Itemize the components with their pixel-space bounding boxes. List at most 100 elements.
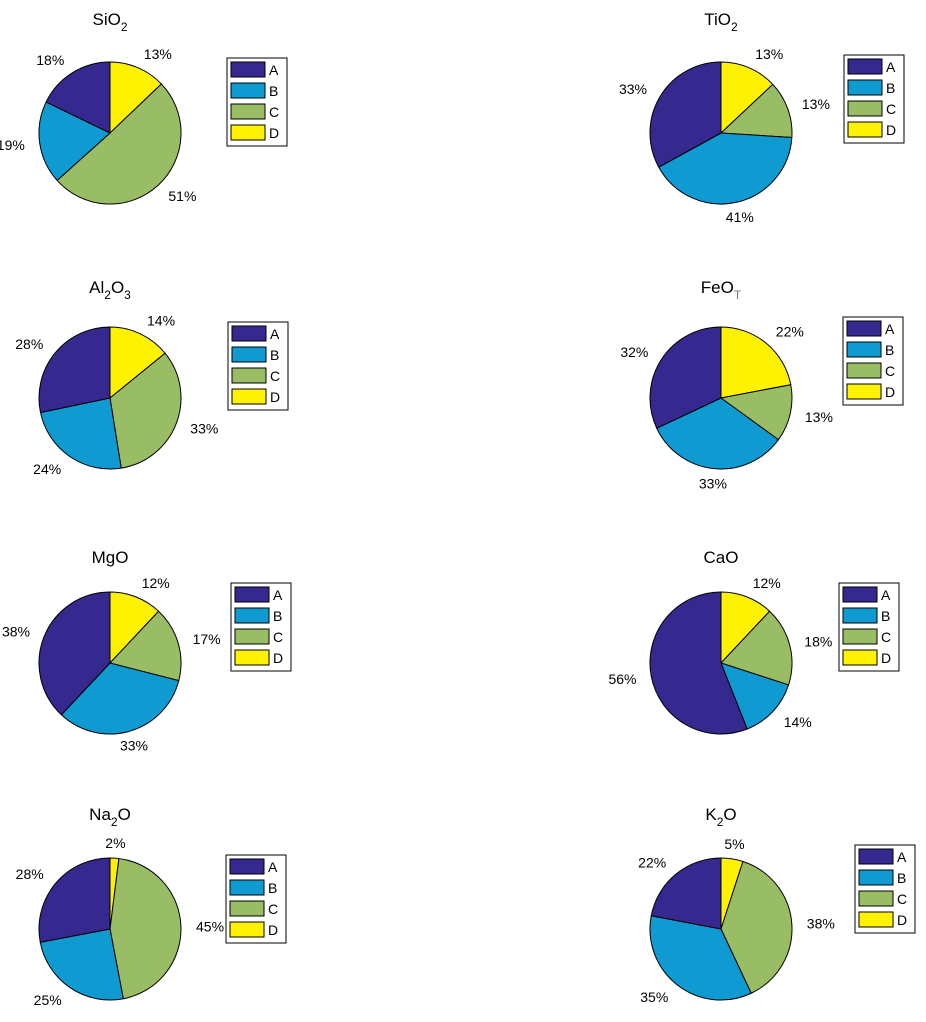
percent-label-d: 12% bbox=[142, 575, 170, 591]
legend-label-a: A bbox=[886, 59, 896, 75]
legend-swatch-b bbox=[842, 607, 878, 624]
legend-swatch-b bbox=[229, 879, 265, 896]
percent-label-b: 14% bbox=[784, 714, 812, 730]
percent-label-b: 33% bbox=[120, 738, 148, 754]
legend-swatch-c bbox=[842, 628, 878, 645]
legend-label-b: B bbox=[881, 608, 890, 624]
percent-label-b: 41% bbox=[726, 209, 754, 225]
percent-label-a: 22% bbox=[638, 855, 666, 871]
chart-title: Al2O3 bbox=[89, 278, 131, 302]
pie-slice-c bbox=[109, 352, 182, 469]
legend-label-d: D bbox=[881, 650, 891, 666]
legend-label-b: B bbox=[269, 83, 278, 99]
legend-label-c: C bbox=[897, 891, 907, 907]
pie-slice-a bbox=[649, 326, 722, 429]
legend-swatch-d bbox=[858, 911, 894, 928]
legend-swatch-a bbox=[846, 320, 882, 337]
legend-swatch-d bbox=[229, 921, 265, 938]
legend-swatch-a bbox=[842, 586, 878, 603]
legend-label-c: C bbox=[886, 101, 896, 117]
legend-label-c: C bbox=[273, 629, 283, 645]
percent-label-c: 33% bbox=[190, 421, 218, 437]
pie-slices bbox=[38, 857, 182, 1001]
percent-label-a: 56% bbox=[608, 671, 636, 687]
legend-swatch-d bbox=[842, 649, 878, 666]
pie-slice-d bbox=[109, 326, 166, 400]
legend-label-a: A bbox=[273, 587, 283, 603]
legend-swatch-c bbox=[858, 890, 894, 907]
pie-slice-a bbox=[650, 857, 722, 930]
legend-label-b: B bbox=[897, 870, 906, 886]
percent-label-a: 32% bbox=[620, 344, 648, 360]
pie-slice-b bbox=[720, 662, 790, 730]
percent-label-b: 33% bbox=[699, 476, 727, 492]
percent-label-d: 12% bbox=[753, 575, 781, 591]
legend-swatch-d bbox=[230, 124, 266, 141]
chart-title: TiO2 bbox=[704, 10, 738, 34]
percent-label-b: 19% bbox=[0, 137, 25, 153]
chart-title: K2O bbox=[705, 805, 736, 829]
percent-label-c: 51% bbox=[168, 188, 196, 204]
legend-label-a: A bbox=[270, 326, 280, 342]
percent-label-c: 17% bbox=[193, 631, 221, 647]
pie-slice-d bbox=[109, 61, 163, 135]
pie-slice-b bbox=[39, 928, 124, 1001]
percent-label-a: 28% bbox=[15, 336, 43, 352]
pie-labels: 12% 18% 14% 56% bbox=[608, 575, 832, 730]
pie-slice-a bbox=[45, 61, 111, 134]
pie-labels: 14% 33% 24% 28% bbox=[15, 312, 218, 477]
percent-label-c: 18% bbox=[804, 634, 832, 650]
pie-slice-b bbox=[656, 397, 780, 470]
pie-slice-b bbox=[658, 132, 793, 205]
percent-label-c: 38% bbox=[807, 916, 835, 932]
chart-title: MgO bbox=[92, 548, 129, 567]
pie-slice-c bbox=[720, 860, 793, 994]
legend-swatch-c bbox=[846, 362, 882, 379]
pie-slice-c bbox=[109, 610, 182, 682]
legend-swatch-a bbox=[229, 858, 265, 875]
pie-slice-d bbox=[720, 326, 792, 399]
legend-label-a: A bbox=[885, 321, 895, 337]
pie-labels: 5% 38% 35% 22% bbox=[638, 836, 835, 1005]
legend-swatch-b bbox=[231, 346, 267, 363]
pie-slice-c bbox=[720, 610, 793, 686]
pie-slice-a bbox=[649, 61, 722, 168]
legend-label-d: D bbox=[885, 384, 895, 400]
legend-swatch-b bbox=[846, 341, 882, 358]
pie-labels: 2% 45% 25% 28% bbox=[16, 835, 224, 1008]
pie-slice-c bbox=[719, 83, 793, 138]
legend-label-a: A bbox=[268, 859, 278, 875]
legend-swatch-c bbox=[234, 628, 270, 645]
percent-label-b: 24% bbox=[33, 461, 61, 477]
pie-labels: 22% 13% 33% 32% bbox=[620, 324, 833, 492]
percent-label-d: 5% bbox=[724, 836, 744, 852]
chart-title: Na2O bbox=[89, 805, 131, 829]
percent-label-a: 28% bbox=[16, 866, 44, 882]
legend-label-c: C bbox=[270, 368, 280, 384]
legend-swatch-c bbox=[847, 100, 883, 117]
pie-labels: 13% 51% 19% 18% bbox=[0, 46, 196, 204]
percent-label-a: 33% bbox=[619, 81, 647, 97]
chart-title: FeOT bbox=[701, 278, 742, 302]
pie-slice-b bbox=[39, 397, 122, 470]
legend-swatch-c bbox=[231, 367, 267, 384]
legend-label-b: B bbox=[273, 608, 282, 624]
percent-label-a: 38% bbox=[2, 623, 30, 639]
percent-label-d: 14% bbox=[147, 312, 175, 328]
percent-label-c: 45% bbox=[196, 918, 224, 934]
percent-label-d: 22% bbox=[776, 324, 804, 340]
legend-swatch-a bbox=[858, 848, 894, 865]
legend-label-c: C bbox=[885, 363, 895, 379]
legend-label-c: C bbox=[269, 104, 279, 120]
legend-swatch-a bbox=[230, 61, 266, 78]
pie-slices bbox=[38, 591, 182, 735]
